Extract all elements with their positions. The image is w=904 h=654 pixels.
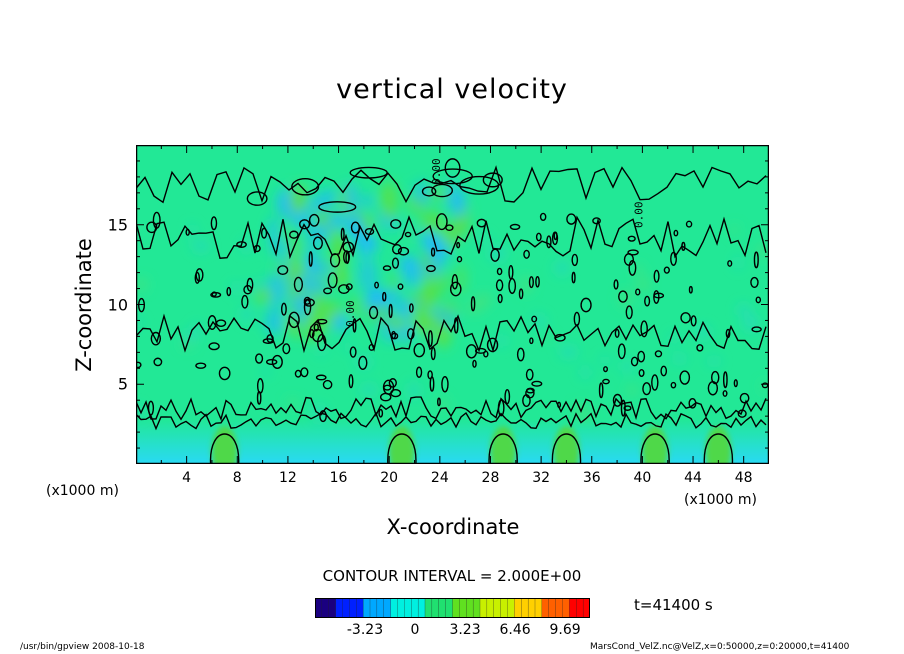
colorbar-swatch [404,598,412,618]
x-tick-label: 44 [684,470,702,486]
colorbar-tick-label: 0 [410,622,420,638]
time-stamp: t=41400 s [634,596,713,614]
x-tick-label: 24 [430,470,449,486]
colorbar-swatch [521,598,529,618]
y-tick-label: 10 [107,295,128,314]
x-tick-label: 4 [182,470,192,486]
footer-program-info: /usr/bin/gpview 2008-10-18 [20,642,145,652]
colorbar-swatch [445,598,453,618]
updraft-plume [211,426,238,464]
colorbar-swatch [493,598,502,618]
colorbar-swatch [438,598,447,618]
x-axis-label: X-coordinate [386,515,520,539]
x-tick-label: 28 [481,470,500,486]
y-tick-label: 15 [107,215,128,235]
colorbar-tick-label: -3.23 [346,622,384,638]
x-tick-label: 20 [380,470,399,486]
colorbar [315,598,590,618]
colorbar-swatch [562,598,570,618]
footer-file-info: MarsCond_VelZ.nc@VelZ,x=0:50000,z=0:2000… [590,642,850,652]
colorbar-swatch [582,598,590,618]
chart-title: vertical velocity [336,74,568,105]
updraft-plume [705,426,732,464]
axis-ticks [136,145,769,464]
colorbar-swatch [321,598,330,618]
x-tick-label: 36 [582,470,601,486]
colorbar-swatch [376,598,385,618]
contour-value-label: 0.00 [344,300,357,327]
colorbar-swatch [500,598,508,618]
updraft-plume [642,426,669,464]
updraft-plume [490,426,517,464]
colorbar-swatch [383,598,392,618]
colorbar-swatch [527,598,536,618]
colorbar-swatch [349,598,357,618]
contour-value-label: 0.00 [430,158,443,185]
colorbar-swatch [534,598,543,618]
colorbar-swatch [328,598,337,618]
colorbar-swatch [541,598,550,618]
colorbar-swatch [356,598,364,618]
updraft-plume [388,426,415,464]
colorbar-swatch [548,598,557,618]
colorbar-swatch [335,598,343,618]
colorbar-swatch [472,598,481,618]
contour-plot-area: 0.00 0.00 0.00 [136,145,769,464]
x-tick-label: 48 [734,470,753,486]
colorbar-swatch [411,598,419,618]
colorbar-swatch [424,598,433,618]
colorbar-swatch [452,598,460,618]
x-tick-label: 16 [329,470,348,486]
colorbar-swatch [466,598,474,618]
colorbar-swatch [555,598,563,618]
updraft-plume [553,426,580,464]
colorbar-swatch [486,598,495,618]
colorbar-swatch [459,598,467,618]
contour-interval-text: CONTOUR INTERVAL = 2.000E+00 [322,567,582,585]
x-tick-label: 12 [278,470,297,486]
colorbar-swatch [569,598,577,618]
colorbar-swatch [362,598,371,618]
colorbar-swatch [417,598,426,618]
colorbar-tick-label: 6.46 [499,622,531,638]
x-unit-right: (x1000 m) [684,492,757,508]
colorbar-frame [315,598,590,618]
colorbar-swatch [315,598,323,618]
y-tick-label: 5 [117,374,128,394]
colorbar-swatch [479,598,488,618]
colorbar-swatch [342,598,350,618]
x-tick-label: 8 [232,470,242,486]
contour-lines [136,158,769,464]
colorbar-swatch [514,598,522,618]
contour-value-label: 0.00 [632,201,645,228]
x-tick-label: 40 [633,470,652,486]
colorbar-swatch [431,598,440,618]
surface-updraft-plumes [211,426,732,464]
x-unit-left: (x1000 m) [46,483,119,499]
x-tick-label: 32 [532,470,551,486]
colorbar-swatch [397,598,405,618]
colorbar-swatch [369,598,378,618]
colorbar-tick-label: 9.69 [549,622,581,638]
colorbar-swatch [576,598,584,618]
colorbar-swatch [507,598,515,618]
colorbar-tick-label: 3.23 [449,622,481,638]
colorbar-swatch [390,598,398,618]
